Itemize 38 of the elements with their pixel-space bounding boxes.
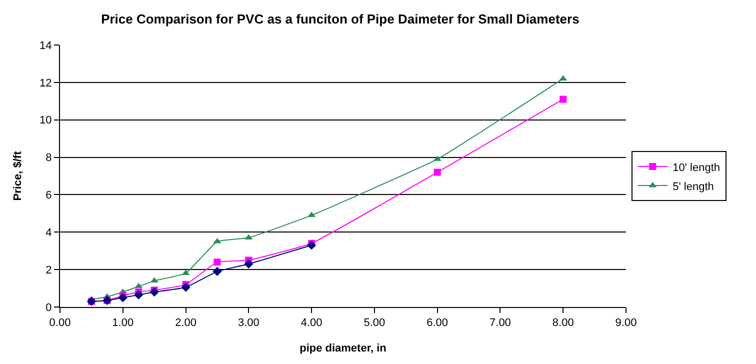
x-tick-label: 7.00: [490, 317, 511, 330]
x-tick-label: 6.00: [426, 317, 448, 330]
y-tick-label: 4: [46, 226, 52, 239]
point: [308, 212, 316, 218]
y-tick-label: 6: [46, 190, 52, 202]
y-tick-label: 2: [46, 264, 52, 276]
y-axis-title: Price, $/ft: [12, 150, 24, 201]
y-tick-label: 14: [40, 40, 52, 52]
x-tick-label: 8.00: [552, 317, 574, 330]
point: [434, 168, 441, 176]
point: [560, 96, 567, 103]
x-tick-label: 1.00: [112, 317, 134, 330]
point: [182, 270, 190, 276]
x-tick-label: 4.00: [300, 317, 322, 330]
point: [134, 290, 144, 300]
point: [214, 258, 221, 266]
point: [181, 282, 190, 292]
point: [150, 277, 158, 283]
point: [134, 282, 143, 288]
y-tick-label: 8: [46, 152, 52, 164]
x-tick-label: 0.00: [49, 317, 71, 330]
y-tick-label: 12: [40, 77, 52, 90]
y-tick-label: 0: [46, 302, 52, 314]
x-tick-label: 5.00: [364, 317, 386, 330]
x-tick-label: 3.00: [238, 317, 260, 330]
x-tick-label: 2.00: [175, 317, 196, 330]
x-tick-label: 9.00: [615, 317, 637, 330]
point: [244, 259, 254, 269]
chart-title: Price Comparison for PVC as a funciton of Pipe Daimeter for Small Diameters: [101, 12, 580, 27]
legend-label: 5' length: [672, 180, 714, 193]
point: [307, 240, 316, 250]
y-tick-label: 10: [40, 114, 52, 127]
point: [118, 293, 128, 302]
legend-label: 10' length: [672, 162, 720, 174]
point: [244, 234, 253, 240]
point: [212, 266, 222, 276]
x-axis-title: pipe diameter, in: [300, 342, 387, 354]
point: [150, 287, 159, 297]
